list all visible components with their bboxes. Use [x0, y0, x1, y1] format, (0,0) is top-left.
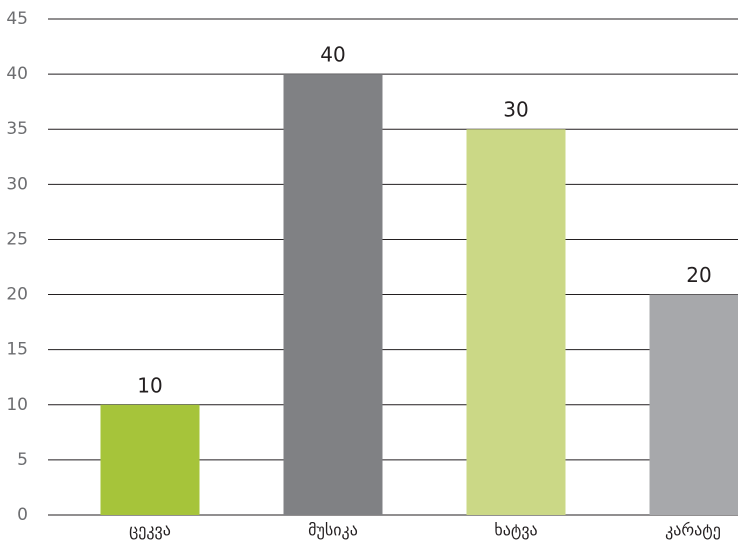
y-tick-label: 20	[6, 285, 28, 305]
bar	[283, 74, 383, 515]
x-tick-label: კარატე	[665, 521, 721, 540]
y-tick-label: 45	[6, 9, 28, 29]
value-label: 20	[686, 263, 711, 287]
x-tick-label: ხატვა	[494, 521, 537, 540]
bar	[466, 129, 566, 515]
bar	[649, 294, 738, 515]
y-tick-label: 25	[6, 229, 28, 249]
x-tick-label: ცეკვა	[129, 521, 171, 540]
x-tick-label: მუსიკა	[308, 521, 358, 540]
bar	[100, 404, 200, 515]
value-label: 30	[503, 98, 528, 122]
y-tick-label: 30	[6, 174, 28, 194]
y-tick-label: 15	[6, 340, 28, 360]
value-label: 10	[137, 373, 162, 397]
y-tick-label: 35	[6, 119, 28, 139]
value-label: 40	[320, 43, 345, 67]
y-tick-label: 5	[17, 450, 28, 470]
y-tick-label: 0	[17, 505, 28, 525]
y-tick-label: 40	[6, 64, 28, 84]
y-tick-label: 10	[6, 395, 28, 415]
